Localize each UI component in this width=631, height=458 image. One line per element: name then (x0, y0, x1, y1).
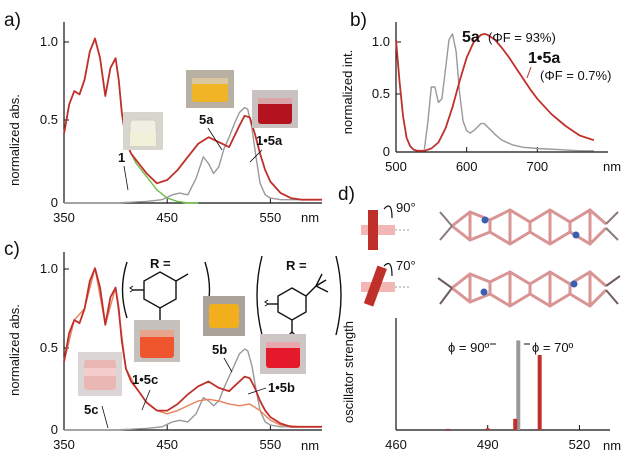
panel-a-yticks: 0 0.5 1.0 (40, 34, 69, 210)
panel-b-series (395, 32, 595, 152)
vial-5c-label: 5c (84, 402, 98, 417)
vial-1-5c-label: 1•5c (132, 372, 158, 387)
panel-a-label: a) (4, 10, 21, 31)
panel-d-molecules: 90° 70° (361, 200, 621, 308)
substituent-2-label: R = (286, 258, 307, 273)
b-5a-qy: (ΦF = 93%) (488, 30, 556, 45)
panel-a-series-2 (63, 37, 322, 201)
panel-c-xtick-label: 350 (53, 437, 75, 452)
panel-c-xtick-label: 450 (156, 437, 178, 452)
vial-1-5a-label: 1•5a (256, 133, 283, 148)
panel-c-xlabel: nm (301, 438, 319, 453)
vial-5a-label: 5a (199, 112, 214, 127)
panel-d-bar (445, 428, 450, 430)
panel-d-ylabel: oscillator strength (341, 321, 356, 423)
panel-c-xticks: 350 450 550 (53, 425, 281, 452)
panel-d-label: d) (338, 184, 355, 205)
molecule-90 (439, 208, 619, 246)
substituent-1-label: R = (150, 256, 171, 271)
vial-1-label: 1 (118, 150, 125, 165)
vial-5b-label: 5b (212, 342, 227, 357)
panel-b-xtick-label: 500 (385, 159, 407, 174)
b-5a-label: 5a (462, 29, 480, 46)
panel-a-chart: normalized abs. nm 0 0.5 1.0 350 450 550 (7, 22, 322, 225)
panel-a-xticks: 350 450 550 (53, 198, 281, 225)
vial-1-5b (260, 334, 306, 374)
panel-b-series-0 (423, 33, 594, 152)
b-1-5a-qy: (ΦF = 0.7%) (540, 68, 611, 83)
panel-d-xtick-label: 520 (569, 437, 591, 452)
molecule-70 (437, 270, 621, 308)
panel-b-ytick: 1.0 (372, 34, 390, 49)
panel-a-xtick-label: 450 (156, 210, 178, 225)
phi-90-label: ϕ = 90º (448, 340, 490, 355)
panel-a-xtick-label: 550 (260, 210, 282, 225)
phi-70-label: ϕ = 70º (532, 340, 574, 355)
vial-1-5a (252, 90, 298, 128)
angle-70-label: 70° (396, 258, 416, 273)
vial-5a (186, 70, 234, 108)
panel-c-ytick: 0 (51, 422, 58, 437)
panel-a-series (63, 37, 322, 204)
panel-c-yticks: 0 0.5 1.0 (40, 261, 69, 437)
panel-c-ytick: 1.0 (40, 261, 58, 276)
angle-90-label: 90° (396, 200, 416, 215)
rotor-90-icon (361, 205, 410, 250)
panel-d-bar (485, 428, 490, 430)
panel-c-chart: normalized abs. nm 0 0.5 1.0 350 450 550 R… (7, 252, 342, 453)
panel-d-xtick-label: 460 (385, 437, 407, 452)
panel-a-xlabel: nm (301, 210, 319, 225)
panel-c-xtick-label: 550 (260, 437, 282, 452)
panel-b-chart: normalized int. nm 0 0.5 1.0 500 600 700 5… (340, 22, 621, 174)
panel-b-xticks: 500 600 700 (385, 147, 548, 174)
panel-b-ylabel: normalized int. (340, 50, 355, 135)
panel-c-ytick: 0.5 (40, 340, 58, 355)
panel-d-chart: oscillator strength nm 460 490 520 ϕ = 90º… (341, 318, 621, 453)
panel-a-ylabel: normalized abs. (7, 94, 22, 186)
panel-d-xlabel: nm (603, 438, 621, 453)
vial-1-5b-label: 1•5b (268, 380, 295, 395)
vial-1-5c (134, 320, 180, 362)
panel-d-bars (445, 340, 542, 430)
panel-b-ytick: 0.5 (372, 86, 390, 101)
panel-d-xticks: 460 490 520 (385, 425, 590, 452)
panel-a-ytick: 1.0 (40, 34, 58, 49)
substituent-di-tbu (256, 255, 342, 341)
panel-c-series-2 (63, 267, 322, 428)
panel-a-ytick: 0 (51, 195, 58, 210)
panel-c-ylabel: normalized abs. (7, 304, 22, 396)
panel-c-series (63, 267, 322, 431)
panel-b-yticks: 0 0.5 1.0 (372, 34, 401, 159)
rotor-70-icon (361, 263, 410, 307)
panel-d-bar (513, 418, 518, 430)
vial-1 (123, 112, 163, 150)
panel-b-xlabel: nm (603, 159, 621, 174)
panel-a-series-1 (64, 106, 322, 204)
panel-b-series-1 (395, 32, 595, 152)
vial-5c (78, 352, 122, 396)
panel-d-xtick-label: 490 (477, 437, 499, 452)
panel-d-bar (537, 354, 542, 430)
panel-b-ytick: 0 (383, 144, 390, 159)
b-1-5a-label: 1•5a (528, 50, 560, 67)
vial-5b (203, 296, 245, 336)
panel-a-ytick: 0.5 (40, 112, 58, 127)
panel-b-xtick-label: 700 (526, 159, 548, 174)
panel-d-bar (516, 340, 521, 430)
panel-b-xtick-label: 600 (456, 159, 478, 174)
panel-b-label: b) (350, 10, 367, 31)
panel-c-label: c) (4, 239, 20, 260)
panel-a-xtick-label: 350 (53, 210, 75, 225)
